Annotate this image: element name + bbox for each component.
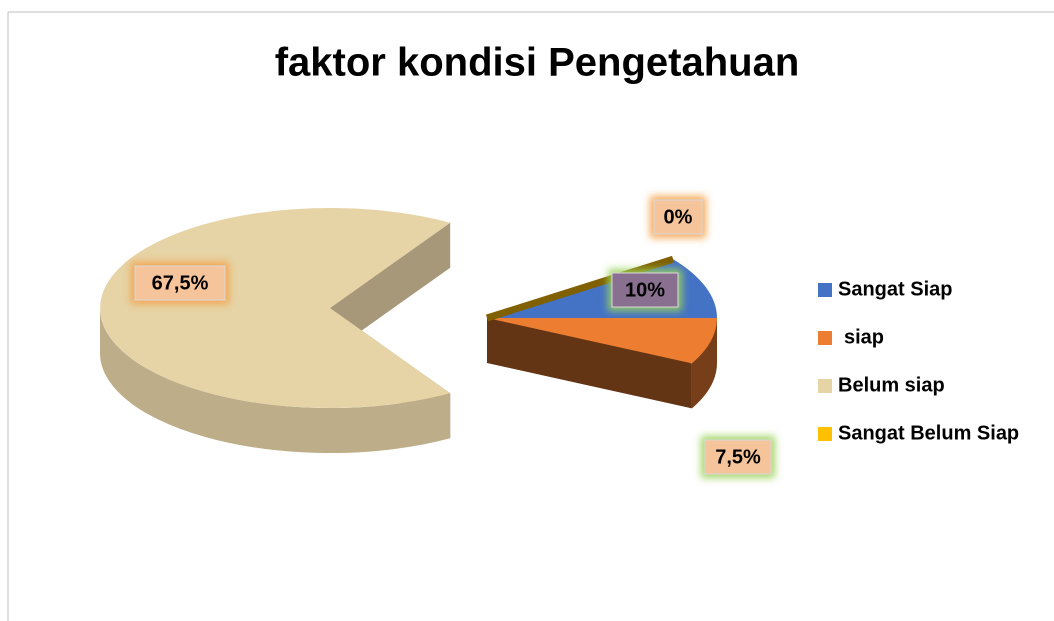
legend-label: Sangat Siap [838,278,952,300]
data-label: 10% [625,279,665,301]
legend-swatch [818,331,832,345]
legend-swatch [818,379,832,393]
legend: Sangat Siap siap Belum siap Sangat Belum Si… [818,278,1019,444]
legend-label: siap [844,326,884,348]
pie [99,207,717,454]
slice [100,207,451,408]
chart-title: faktor kondisi Pengetahuan [275,41,800,85]
data-label: 0% [664,206,693,228]
data-label-box [704,439,772,475]
legend-label: Sangat Belum Siap [838,422,1019,444]
slice-cut-face [487,318,692,409]
data-label: 67,5% [152,272,209,294]
slice-cut-face [330,222,451,353]
data-label-box [653,199,703,235]
legend-swatch [818,283,832,297]
slice-side [99,308,451,454]
slice-side [691,318,717,409]
slice [487,318,717,364]
data-labels: 10% 7,5% 67,5% 0% [131,196,775,478]
legend-swatch [818,427,832,441]
legend-label: Belum siap [838,374,945,396]
data-label-box [611,272,679,308]
data-label: 7,5% [715,446,761,468]
data-label-box [134,265,226,301]
